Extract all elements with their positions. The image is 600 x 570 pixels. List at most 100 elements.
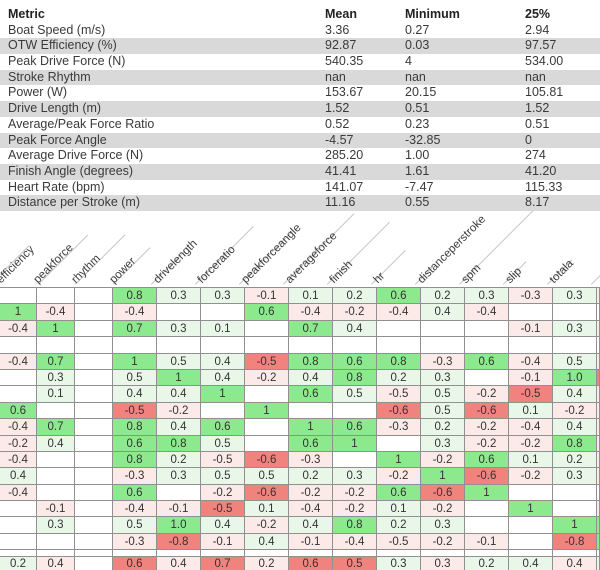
heatmap-row: 0.4 -0.3 0.3 0.5 0.5 0.2 0.3 -0.2 1 -0.6 -0.2 0.3 (0, 468, 600, 485)
heatmap-row: 0.3 0.5 1.0 0.4 -0.2 0.4 0.8 0.2 0.3 1 (0, 517, 600, 534)
metric-value-cell: 20.15 (405, 85, 437, 100)
matrix-cell: 1 (509, 501, 553, 518)
matrix-cell (289, 337, 333, 354)
matrix-cell: -0.2 (509, 468, 553, 485)
matrix-cell (75, 288, 113, 305)
matrix-cell: -0.6 (465, 402, 509, 420)
metric-name-cell: Average/Peak Force Ratio (8, 116, 155, 131)
metrics-row: Average Drive Force (N) 285.20 1.00 274 (0, 148, 600, 164)
metric-value-cell: 115.33 (525, 179, 563, 194)
metric-name-cell: Average Drive Force (N) (8, 148, 144, 163)
matrix-cell (509, 304, 553, 321)
matrix-cell: 0.5 (421, 386, 465, 403)
matrix-cell: 0.2 (289, 468, 333, 485)
matrix-cell (245, 419, 289, 436)
heatmap-row: -0.4 0.7 1 0.5 0.4 -0.5 0.8 0.6 0.8 -0.3 0.6 -0.4 0.… (0, 353, 600, 370)
matrix-cell (333, 451, 377, 469)
matrix-cell: -0.4 (509, 419, 553, 436)
metric-value-cell: 2.94 (525, 22, 550, 37)
matrix-cell: -0.4 (377, 304, 421, 321)
matrix-cell (377, 550, 421, 558)
matrix-cell: 0.3 (465, 288, 509, 305)
metric-value-cell: nan (325, 69, 346, 84)
matrix-cell: -0.6 (465, 468, 509, 485)
matrix-cell (333, 550, 377, 558)
matrix-cell: -0.4 (465, 304, 509, 321)
matrix-cell: 0.4 (289, 369, 333, 387)
heatmap-gap-row (0, 550, 600, 558)
matrix-cell (75, 402, 113, 420)
metrics-row: Heart Rate (bpm) 141.07 -7.47 115.33 (0, 180, 600, 196)
heatmap-row: -0.4 0.6 -0.2 -0.6 -0.2 -0.2 0.6 -0.6 1 (0, 484, 600, 502)
matrix-cell: -0.2 (157, 402, 201, 420)
matrix-cell (245, 386, 289, 403)
matrix-cell (0, 533, 37, 551)
metric-name-cell: Drive Length (m) (8, 101, 102, 116)
matrix-cell: -0.2 (377, 468, 421, 485)
matrix-cell: 0.3 (553, 468, 597, 485)
matrix-cell (553, 484, 597, 502)
matrix-cell: 0.6 (289, 386, 333, 403)
matrix-cell: -0.4 (0, 484, 37, 502)
metric-value-cell: 0 (525, 132, 532, 147)
matrix-cell: 0.4 (333, 320, 377, 338)
column-label-slip: slip (503, 265, 525, 286)
matrix-cell (0, 501, 37, 518)
matrix-cell: 0.8 (553, 435, 597, 452)
column-label-drivelength: drivelength (151, 237, 200, 286)
matrix-cell: -0.1 (157, 501, 201, 518)
metric-value-cell: 0.23 (405, 116, 430, 131)
matrix-cell: -0.1 (201, 533, 245, 551)
matrix-cell: 0.4 (157, 386, 201, 403)
matrix-cell (377, 337, 421, 354)
matrix-cell: 0.7 (37, 353, 75, 370)
heatmap-row: 1 -0.4 -0.4 0.6 -0.4 -0.2 -0.4 0.4 -0.4 (0, 304, 600, 321)
metric-value-cell: 8.17 (525, 195, 550, 210)
matrix-cell: 1 (553, 517, 597, 534)
matrix-cell: 0.8 (113, 451, 157, 469)
matrix-cell: 0.3 (157, 288, 201, 305)
matrix-cell (553, 501, 597, 518)
matrix-cell: -0.4 (0, 419, 37, 436)
metric-value-cell: Mean (325, 7, 357, 21)
metric-name-cell: Power (W) (8, 85, 68, 100)
matrix-cell (553, 550, 597, 558)
metric-value-cell: 3.36 (325, 22, 350, 37)
matrix-cell: 0.1 (37, 386, 75, 403)
matrix-cell (553, 337, 597, 354)
metric-value-cell: 97.57 (525, 38, 557, 53)
matrix-cell: 0.6 (465, 353, 509, 370)
matrix-cell: -0.6 (245, 451, 289, 469)
matrix-cell: -0.5 (245, 353, 289, 370)
matrix-cell: -0.2 (245, 517, 289, 534)
matrix-cell: 0.4 (201, 353, 245, 370)
matrix-cell: -0.1 (289, 533, 333, 551)
matrix-cell (245, 435, 289, 452)
matrix-cell: -0.5 (509, 386, 553, 403)
column-label-spm: spm (459, 262, 484, 286)
matrix-cell (201, 337, 245, 354)
metric-name-cell: Stroke Rhythm (8, 69, 91, 84)
matrix-cell (377, 320, 421, 338)
matrix-cell: 1 (113, 353, 157, 370)
metrics-row: Power (W) 153.67 20.15 105.81 (0, 85, 600, 101)
correlation-heatmap: 0.8 0.3 0.3 -0.1 0.1 0.2 0.6 0.2 0.3 -0.3 0.3 1 -0.4… (0, 287, 600, 570)
matrix-cell: 0.3 (37, 369, 75, 387)
matrix-cell: 0.4 (0, 468, 37, 485)
matrix-cell: 0.2 (0, 557, 37, 570)
heatmap-row: -0.4 1 0.7 0.3 0.1 0.7 0.4 -0.1 0.3 (0, 320, 600, 338)
matrix-cell: 0.4 (37, 435, 75, 452)
matrix-cell (465, 337, 509, 354)
matrix-cell: 0.2 (465, 557, 509, 570)
matrix-cell: 1.0 (553, 369, 597, 387)
matrix-cell: -0.6 (421, 484, 465, 502)
metrics-row: Average/Peak Force Ratio 0.52 0.23 0.51 (0, 117, 600, 133)
metric-name-cell: Peak Force Angle (8, 132, 107, 147)
column-label-rhythm: rhythm (69, 252, 103, 286)
matrix-cell: -0.2 (421, 533, 465, 551)
heatmap-row: -0.3 -0.8 -0.1 0.4 -0.1 -0.4 -0.5 -0.2 -0.1 -0.8 (0, 533, 600, 551)
matrix-cell: -0.3 (377, 419, 421, 436)
matrix-cell: 0.3 (421, 369, 465, 387)
column-label-hr: hr (371, 270, 388, 286)
metrics-row: Peak Drive Force (N) 540.35 4 534.00 (0, 54, 600, 70)
